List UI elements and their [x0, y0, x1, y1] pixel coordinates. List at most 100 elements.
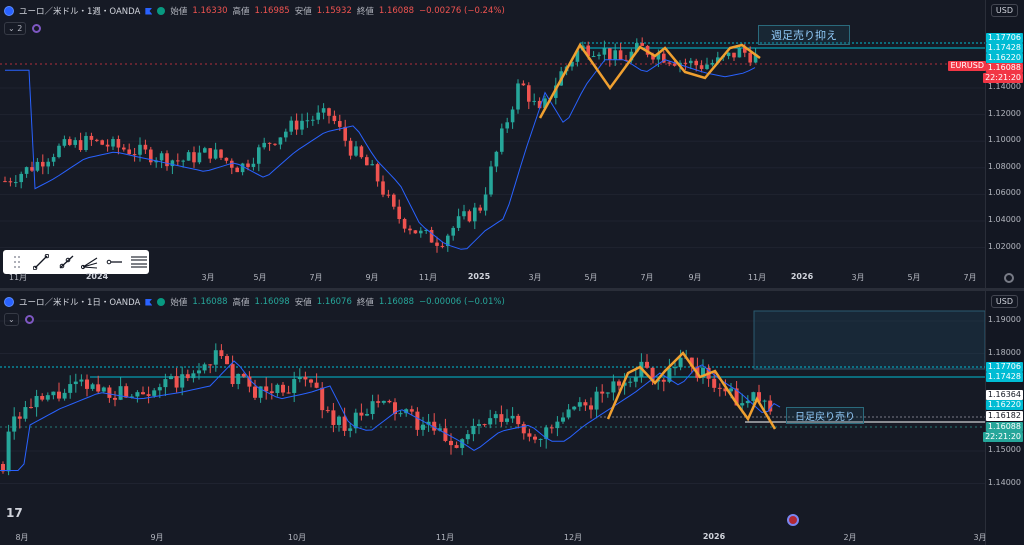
candle-body — [437, 428, 442, 431]
candle-body — [583, 402, 588, 406]
candle-body — [408, 228, 412, 231]
y-tick-label: 1.10000 — [987, 135, 1021, 145]
candle-body — [662, 53, 666, 63]
symbol-title[interactable]: ユーロ／米ドル・1日・OANDA — [19, 298, 141, 308]
candle-body — [751, 392, 756, 401]
pane-divider[interactable] — [0, 288, 1024, 291]
chart-settings-icon[interactable] — [1004, 273, 1014, 283]
candle-body — [629, 51, 634, 61]
candle-body — [419, 230, 423, 234]
currency-button[interactable]: USD — [990, 4, 1018, 17]
daily-chart-pane[interactable]: ユーロ／米ドル・1日・OANDA 始値 1.16088 高値 1.16098 安値 1… — [0, 291, 1024, 545]
candle-body — [62, 139, 67, 146]
daily-annotation[interactable]: 日足戻り売り — [786, 407, 864, 424]
high-value: 1.16985 — [254, 6, 290, 16]
candle-body — [297, 376, 302, 380]
candle-body — [429, 229, 434, 243]
candle-body — [78, 140, 83, 150]
candle-body — [68, 384, 73, 393]
drawing-toolbar[interactable] — [3, 250, 149, 274]
alert-icon[interactable] — [32, 24, 42, 33]
price-label: 1.16364 — [985, 390, 1023, 400]
candle-body — [381, 400, 386, 403]
candle-body — [267, 142, 272, 144]
daily-legend: ユーロ／米ドル・1日・OANDA 始値 1.16088 高値 1.16098 安値 1… — [4, 295, 505, 309]
candle-body — [717, 387, 722, 389]
candle-body — [300, 120, 304, 130]
symbol-title[interactable]: ユーロ／米ドル・1週・OANDA — [19, 7, 141, 17]
candle-body — [23, 407, 28, 419]
candle-body — [650, 367, 655, 382]
candle-body — [477, 424, 481, 426]
candle-body — [105, 144, 110, 147]
go-to-realtime-button[interactable] — [787, 514, 799, 526]
x-tick-label: 5月 — [253, 273, 267, 282]
candle-body — [159, 153, 164, 161]
y-tick-label: 1.19000 — [987, 315, 1021, 324]
bookmark-flag-icon[interactable] — [145, 298, 153, 306]
open-label: 始値 — [170, 7, 188, 17]
candle-body — [284, 131, 288, 138]
candle-body — [165, 153, 169, 167]
bookmark-flag-icon[interactable] — [145, 7, 153, 15]
candle-body — [591, 56, 596, 58]
low-value: 1.16076 — [316, 297, 352, 307]
pitchfork-icon[interactable] — [80, 253, 100, 271]
horizontal-ray-icon[interactable] — [104, 253, 124, 271]
parallel-channel-icon[interactable] — [129, 253, 149, 271]
candle-body — [343, 126, 347, 141]
trend-line-icon[interactable] — [31, 253, 51, 271]
candle-body — [745, 400, 750, 404]
weekly-candles[interactable] — [0, 0, 1024, 288]
weekly-annotation[interactable]: 週足売り抑え — [758, 25, 850, 45]
candle-body — [768, 400, 773, 412]
candle-body — [278, 137, 283, 145]
y-tick-label: 1.12000 — [987, 108, 1021, 118]
candle-body — [90, 384, 95, 389]
x-tick-label: 11月 — [747, 273, 767, 282]
candle-body — [365, 157, 369, 166]
candle-body — [633, 376, 638, 382]
candle-body — [589, 405, 593, 410]
ray-icon[interactable] — [56, 253, 76, 271]
candle-body — [303, 376, 308, 380]
candle-body — [699, 65, 704, 69]
candle-body — [600, 391, 605, 394]
candle-body — [230, 364, 235, 385]
candle-body — [253, 386, 257, 398]
candle-body — [241, 373, 246, 377]
y-tick-label: 1.04000 — [987, 215, 1021, 224]
price-label: 1.17706 — [985, 362, 1023, 372]
x-tick-label: 5月 — [584, 273, 598, 282]
candle-body — [85, 379, 89, 389]
x-tick-label: 5月 — [907, 273, 921, 282]
daily-candles[interactable] — [0, 291, 1024, 545]
indicator-count: 2 — [17, 24, 23, 33]
indicators-toggle[interactable]: ⌄ — [4, 313, 19, 326]
candle-body — [516, 83, 520, 110]
close-value: 1.16088 — [378, 297, 415, 307]
weekly-chart-pane[interactable]: ユーロ／米ドル・1週・OANDA 始値 1.16330 高値 1.16985 安値 1… — [0, 0, 1024, 288]
alert-icon[interactable] — [24, 315, 34, 324]
candle-body — [219, 149, 223, 158]
candle-body — [597, 54, 601, 57]
candle-body — [14, 182, 18, 184]
candle-body — [499, 414, 504, 422]
candle-body — [41, 161, 45, 167]
low-value: 1.15932 — [316, 6, 352, 16]
candle-body — [342, 416, 347, 431]
currency-button[interactable]: USD — [990, 295, 1018, 308]
candle-body — [635, 43, 639, 52]
candle-body — [510, 109, 515, 123]
price-label: 1.17428 — [985, 372, 1023, 382]
drag-handle-icon[interactable] — [7, 253, 27, 271]
indicators-toggle[interactable]: ⌄ 2 — [4, 22, 27, 35]
candle-body — [46, 161, 50, 167]
candle-body — [561, 417, 565, 422]
candle-body — [415, 411, 420, 430]
open-value: 1.16088 — [192, 297, 228, 307]
candle-body — [426, 421, 431, 425]
candle-body — [138, 144, 142, 155]
candle-body — [57, 145, 61, 158]
candle-body — [397, 206, 401, 220]
